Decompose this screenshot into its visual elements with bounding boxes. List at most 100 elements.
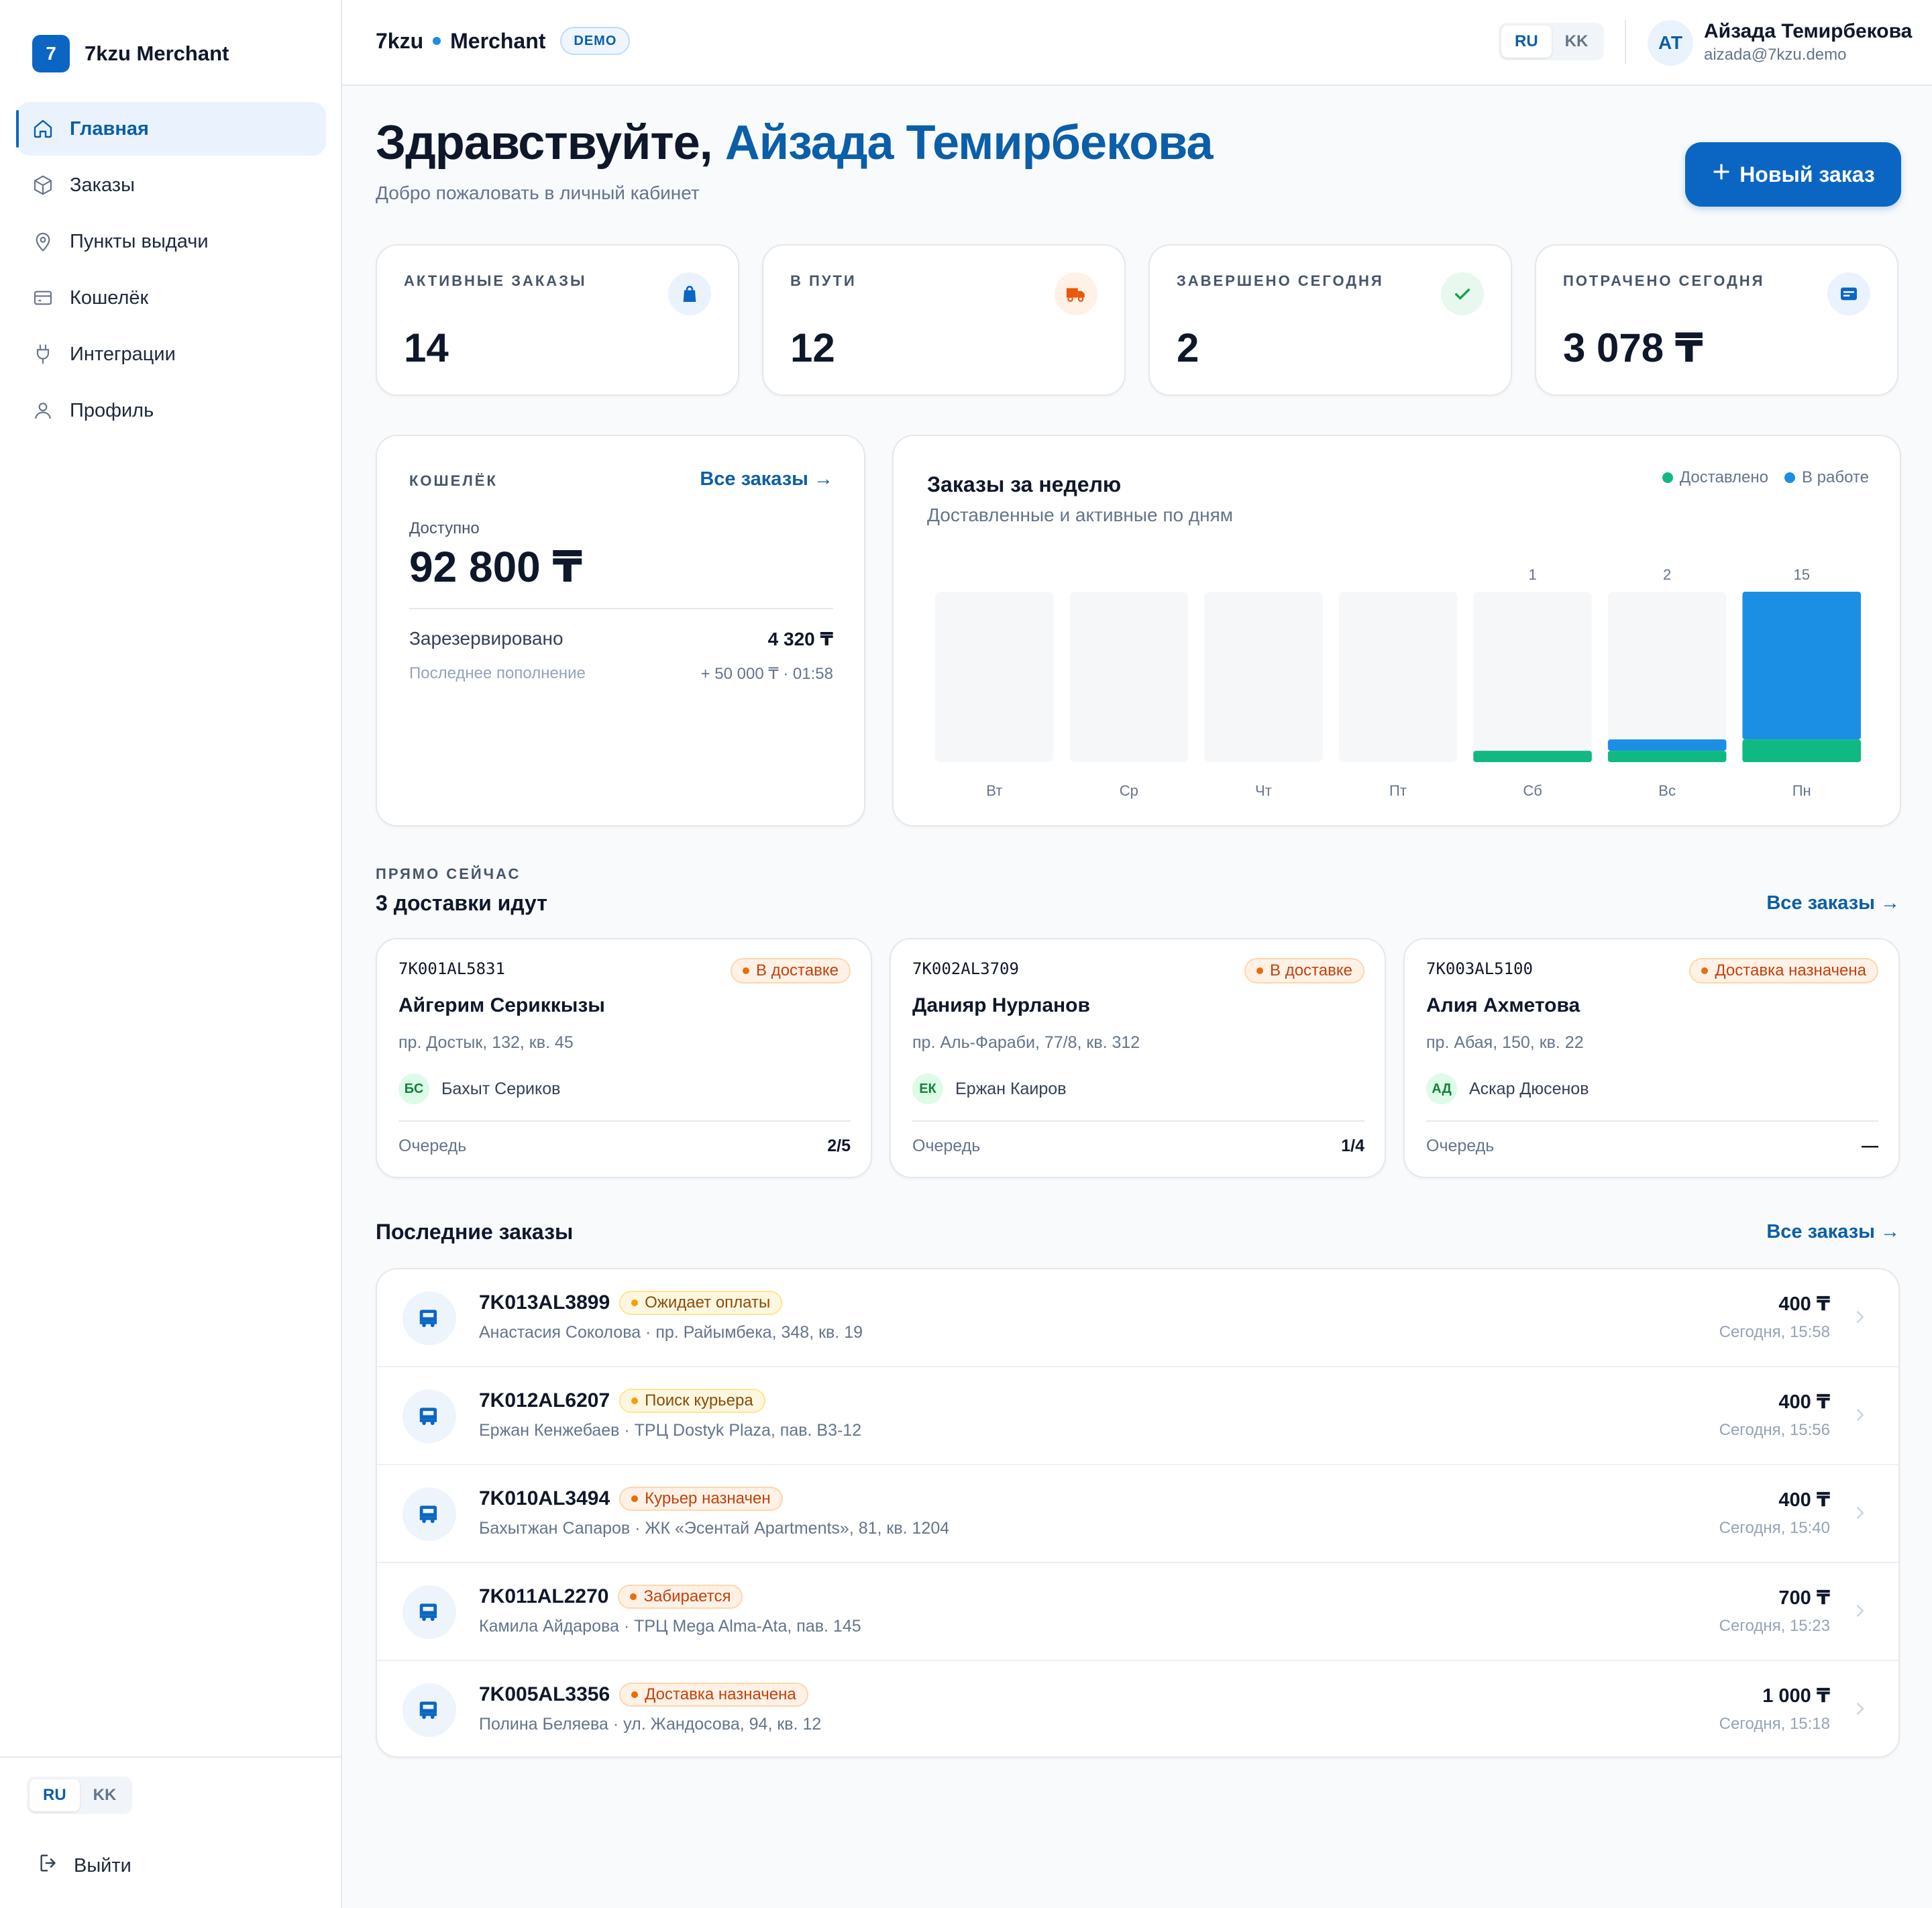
wallet-card: КОШЕЛЁК Все заказы → Доступно 92 800 ₸ З…	[376, 435, 865, 827]
brand[interactable]: 7 7kzu Merchant	[32, 35, 229, 72]
live-section-title: 3 доставки идут	[376, 891, 547, 915]
logout-icon	[38, 1852, 60, 1880]
logout-label: Выйти	[74, 1854, 131, 1876]
status-badge: Поиск курьера	[619, 1389, 765, 1413]
status-badge: Ожидает оплаты	[619, 1291, 783, 1315]
courier-avatar: БС	[398, 1073, 429, 1104]
order-code: 7K013AL3899	[479, 1291, 610, 1314]
sidebar-item-label: Заказы	[70, 174, 135, 196]
status-badge: Забирается	[618, 1585, 743, 1609]
order-amount: 1 000 ₸	[1762, 1685, 1830, 1707]
recent-orders-title: Последние заказы	[376, 1220, 574, 1244]
courier-avatar: АД	[1426, 1073, 1457, 1104]
delivery-card[interactable]: 7K003AL5100 Доставка назначена Алия Ахме…	[1403, 938, 1900, 1178]
status-dot-icon	[631, 1397, 639, 1404]
sidebar-item-home[interactable]: Главная	[16, 102, 326, 156]
user-email: aizada@7kzu.demo	[1704, 46, 1847, 64]
recent-all-orders-link[interactable]: Все заказы →	[1766, 1221, 1900, 1242]
courier-name: Бахыт Сериков	[441, 1079, 561, 1098]
status-badge: Курьер назначен	[619, 1487, 783, 1511]
bar-in-progress	[1607, 739, 1727, 751]
stat-value: 2	[1177, 325, 1199, 370]
sidebar-item-label: Кошелёк	[70, 286, 149, 309]
new-order-button[interactable]: Новый заказ	[1685, 142, 1901, 207]
stat-label: ПОТРАЧЕНО СЕГОДНЯ	[1563, 272, 1765, 289]
delivery-van-icon	[402, 1291, 456, 1345]
stat-value: 12	[790, 325, 835, 370]
live-all-orders-link[interactable]: Все заказы →	[1766, 892, 1900, 914]
recipient-name: Алия Ахметова	[1426, 994, 1580, 1016]
x-tick-label: Пт	[1389, 782, 1407, 799]
courier-name: Ержан Каиров	[955, 1079, 1067, 1098]
delivery-van-icon	[402, 1389, 456, 1443]
order-time: Сегодня, 15:18	[1719, 1715, 1830, 1733]
sidebar-item-pickup-points[interactable]: Пункты выдачи	[16, 215, 326, 268]
order-details: Ержан Кенжебаев · ТРЦ Dostyk Plaza, пав.…	[479, 1421, 862, 1440]
lang-kk-button[interactable]: KK	[1564, 32, 1589, 50]
logout-button[interactable]: Выйти	[38, 1852, 131, 1880]
list-item[interactable]: 7K013AL3899 Ожидает оплаты Анастасия Сок…	[377, 1269, 1898, 1367]
delivery-card[interactable]: 7K002AL3709 В доставке Данияр Нурланов п…	[890, 938, 1386, 1178]
bar-in-progress	[1742, 592, 1861, 740]
sidebar-item-orders[interactable]: Заказы	[16, 158, 326, 212]
legend-label: Доставлено	[1679, 468, 1768, 486]
queue-label: Очередь	[1426, 1136, 1495, 1155]
topbar-language-switch: RU KK	[1499, 23, 1605, 60]
list-item[interactable]: 7K005AL3356 Доставка назначена Полина Бе…	[377, 1661, 1898, 1756]
delivery-van-icon	[402, 1585, 456, 1639]
plug-icon	[32, 343, 54, 365]
delivery-code: 7K001AL5831	[398, 959, 505, 978]
delivery-van-icon	[402, 1487, 456, 1541]
order-details: Камила Айдарова · ТРЦ Mega Alma-Ata, пав…	[479, 1617, 861, 1636]
map-pin-icon	[32, 231, 54, 252]
order-amount: 700 ₸	[1778, 1587, 1830, 1609]
legend-dot-icon	[1662, 472, 1673, 483]
stat-label: ЗАВЕРШЕНО СЕГОДНЯ	[1177, 272, 1384, 289]
sidebar-item-integrations[interactable]: Интеграции	[16, 327, 326, 381]
recipient-name: Данияр Нурланов	[912, 994, 1090, 1016]
sidebar-item-profile[interactable]: Профиль	[16, 384, 326, 437]
new-order-label: Новый заказ	[1739, 162, 1875, 187]
bar-track	[1607, 592, 1727, 762]
bar-delivered	[1607, 751, 1727, 762]
avatar[interactable]: АТ	[1648, 20, 1693, 66]
lang-ru-button[interactable]: RU	[1501, 25, 1552, 58]
topbar: 7kzu Merchant DEMO RU KK АТ Айзада Темир…	[342, 0, 1932, 86]
courier: ЕК Ержан Каиров	[912, 1073, 1066, 1104]
sidebar-item-wallet[interactable]: Кошелёк	[16, 271, 326, 325]
wallet-all-orders-link[interactable]: Все заказы →	[700, 468, 833, 490]
delivery-card[interactable]: 7K001AL5831 В доставке Айгерим Сериккызы…	[376, 938, 872, 1178]
order-header: 7K010AL3494 Курьер назначен	[479, 1487, 783, 1511]
list-item[interactable]: 7K010AL3494 Курьер назначен Бахытжан Сап…	[377, 1465, 1898, 1563]
order-details: Анастасия Соколова · пр. Райымбека, 348,…	[479, 1323, 863, 1342]
status-label: В доставке	[756, 961, 839, 979]
order-time: Сегодня, 15:23	[1719, 1617, 1830, 1635]
legend-dot-icon	[1784, 472, 1795, 483]
order-time: Сегодня, 15:58	[1719, 1323, 1830, 1341]
delivery-code: 7K003AL5100	[1426, 959, 1533, 978]
lang-kk-button[interactable]: KK	[93, 1786, 117, 1804]
courier: АД Аскар Дюсенов	[1426, 1073, 1589, 1104]
list-item[interactable]: 7K011AL2270 Забирается Камила Айдарова ·…	[377, 1563, 1898, 1661]
sidebar: 7 7kzu Merchant Главная Заказы Пункты	[0, 0, 342, 1908]
truck-icon	[1055, 272, 1097, 315]
list-item[interactable]: 7K012AL6207 Поиск курьера Ержан Кенжебае…	[377, 1367, 1898, 1465]
page-title: Здравствуйте, Айзада Темирбекова	[376, 115, 1214, 170]
queue-value: 1/4	[1341, 1136, 1364, 1155]
order-header: 7K011AL2270 Забирается	[479, 1585, 743, 1609]
bar-track	[1204, 592, 1323, 762]
stat-label: В ПУТИ	[790, 272, 857, 289]
wallet-last-topup-label: Последнее пополнение	[409, 664, 586, 682]
lang-ru-button[interactable]: RU	[30, 1779, 80, 1811]
order-code: 7K011AL2270	[479, 1585, 609, 1607]
sidebar-item-label: Пункты выдачи	[70, 230, 209, 252]
bar-track	[935, 592, 1054, 762]
order-header: 7K012AL6207 Поиск курьера	[479, 1389, 765, 1413]
x-tick-label: Ср	[1120, 782, 1138, 799]
divider	[912, 1120, 1364, 1122]
sidebar-item-label: Главная	[70, 117, 149, 140]
legend-item-delivered: Доставлено	[1662, 468, 1768, 487]
status-dot-icon	[631, 1691, 639, 1698]
delivery-van-icon	[402, 1683, 456, 1737]
divider	[409, 608, 833, 609]
